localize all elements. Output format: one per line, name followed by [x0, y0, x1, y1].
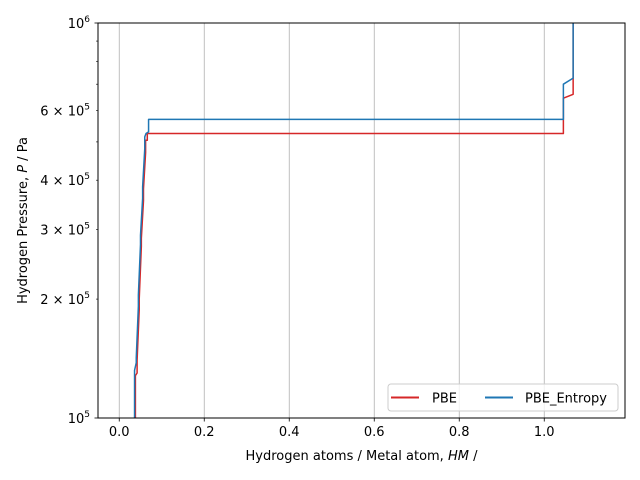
y-tick-label: 2 × 105: [40, 291, 90, 308]
x-axis-label-suffix: /: [469, 449, 478, 464]
y-axis-label-text: Hydrogen Pressure,: [16, 173, 31, 304]
y-tick-label: 3 × 105: [40, 222, 90, 239]
legend: PBE PBE_Entropy: [387, 383, 619, 412]
series-layer: [133, 23, 574, 418]
x-axis-label-text: Hydrogen atoms / Metal atom,: [246, 449, 448, 464]
x-tick-label: 1.0: [534, 425, 555, 440]
x-axis-label: Hydrogen atoms / Metal atom, HM /: [246, 449, 479, 464]
y-tick-label: 6 × 105: [40, 103, 90, 120]
x-tick-label: 0.2: [194, 425, 215, 440]
series-line-pbe: [134, 23, 574, 418]
x-tick-label: 0.4: [279, 425, 300, 440]
y-tick-label-exp: 5: [84, 222, 90, 232]
y-tick-label-exp: 5: [84, 410, 90, 420]
y-tick-label-base: 4 × 10: [40, 174, 84, 189]
y-tick-label: 105: [68, 410, 90, 427]
y-tick-label-base: 6 × 10: [40, 105, 84, 120]
y-tick-label-base: 10: [68, 412, 85, 427]
y-tick-label-exp: 5: [84, 103, 90, 113]
y-tick-label-base: 2 × 10: [40, 293, 84, 308]
y-tick-label: 106: [68, 15, 91, 32]
y-tick-label-base: 10: [68, 17, 85, 32]
y-axis-label: Hydrogen Pressure, P / Pa: [16, 137, 31, 304]
y-tick-label-exp: 6: [84, 15, 90, 25]
x-tick-label: 0.8: [449, 425, 470, 440]
y-axis-label-italic: P: [16, 165, 31, 173]
legend-label-pbe-entropy: PBE_Entropy: [525, 392, 607, 407]
y-axis-label-suffix: / Pa: [16, 137, 31, 165]
legend-label-pbe: PBE: [432, 392, 457, 407]
x-axis-label-italic: HM: [448, 449, 469, 464]
x-tick-label: 0.6: [364, 425, 385, 440]
series-line-pbe-entropy: [133, 23, 574, 418]
y-tick-label-exp: 5: [84, 172, 90, 182]
plot-frame: [97, 22, 626, 419]
y-tick-label: 4 × 105: [40, 172, 90, 189]
grid-layer: [118, 23, 545, 418]
y-tick-label-exp: 5: [84, 291, 90, 301]
x-tick-label: 0.0: [109, 425, 130, 440]
y-tick-label-base: 3 × 10: [40, 224, 84, 239]
